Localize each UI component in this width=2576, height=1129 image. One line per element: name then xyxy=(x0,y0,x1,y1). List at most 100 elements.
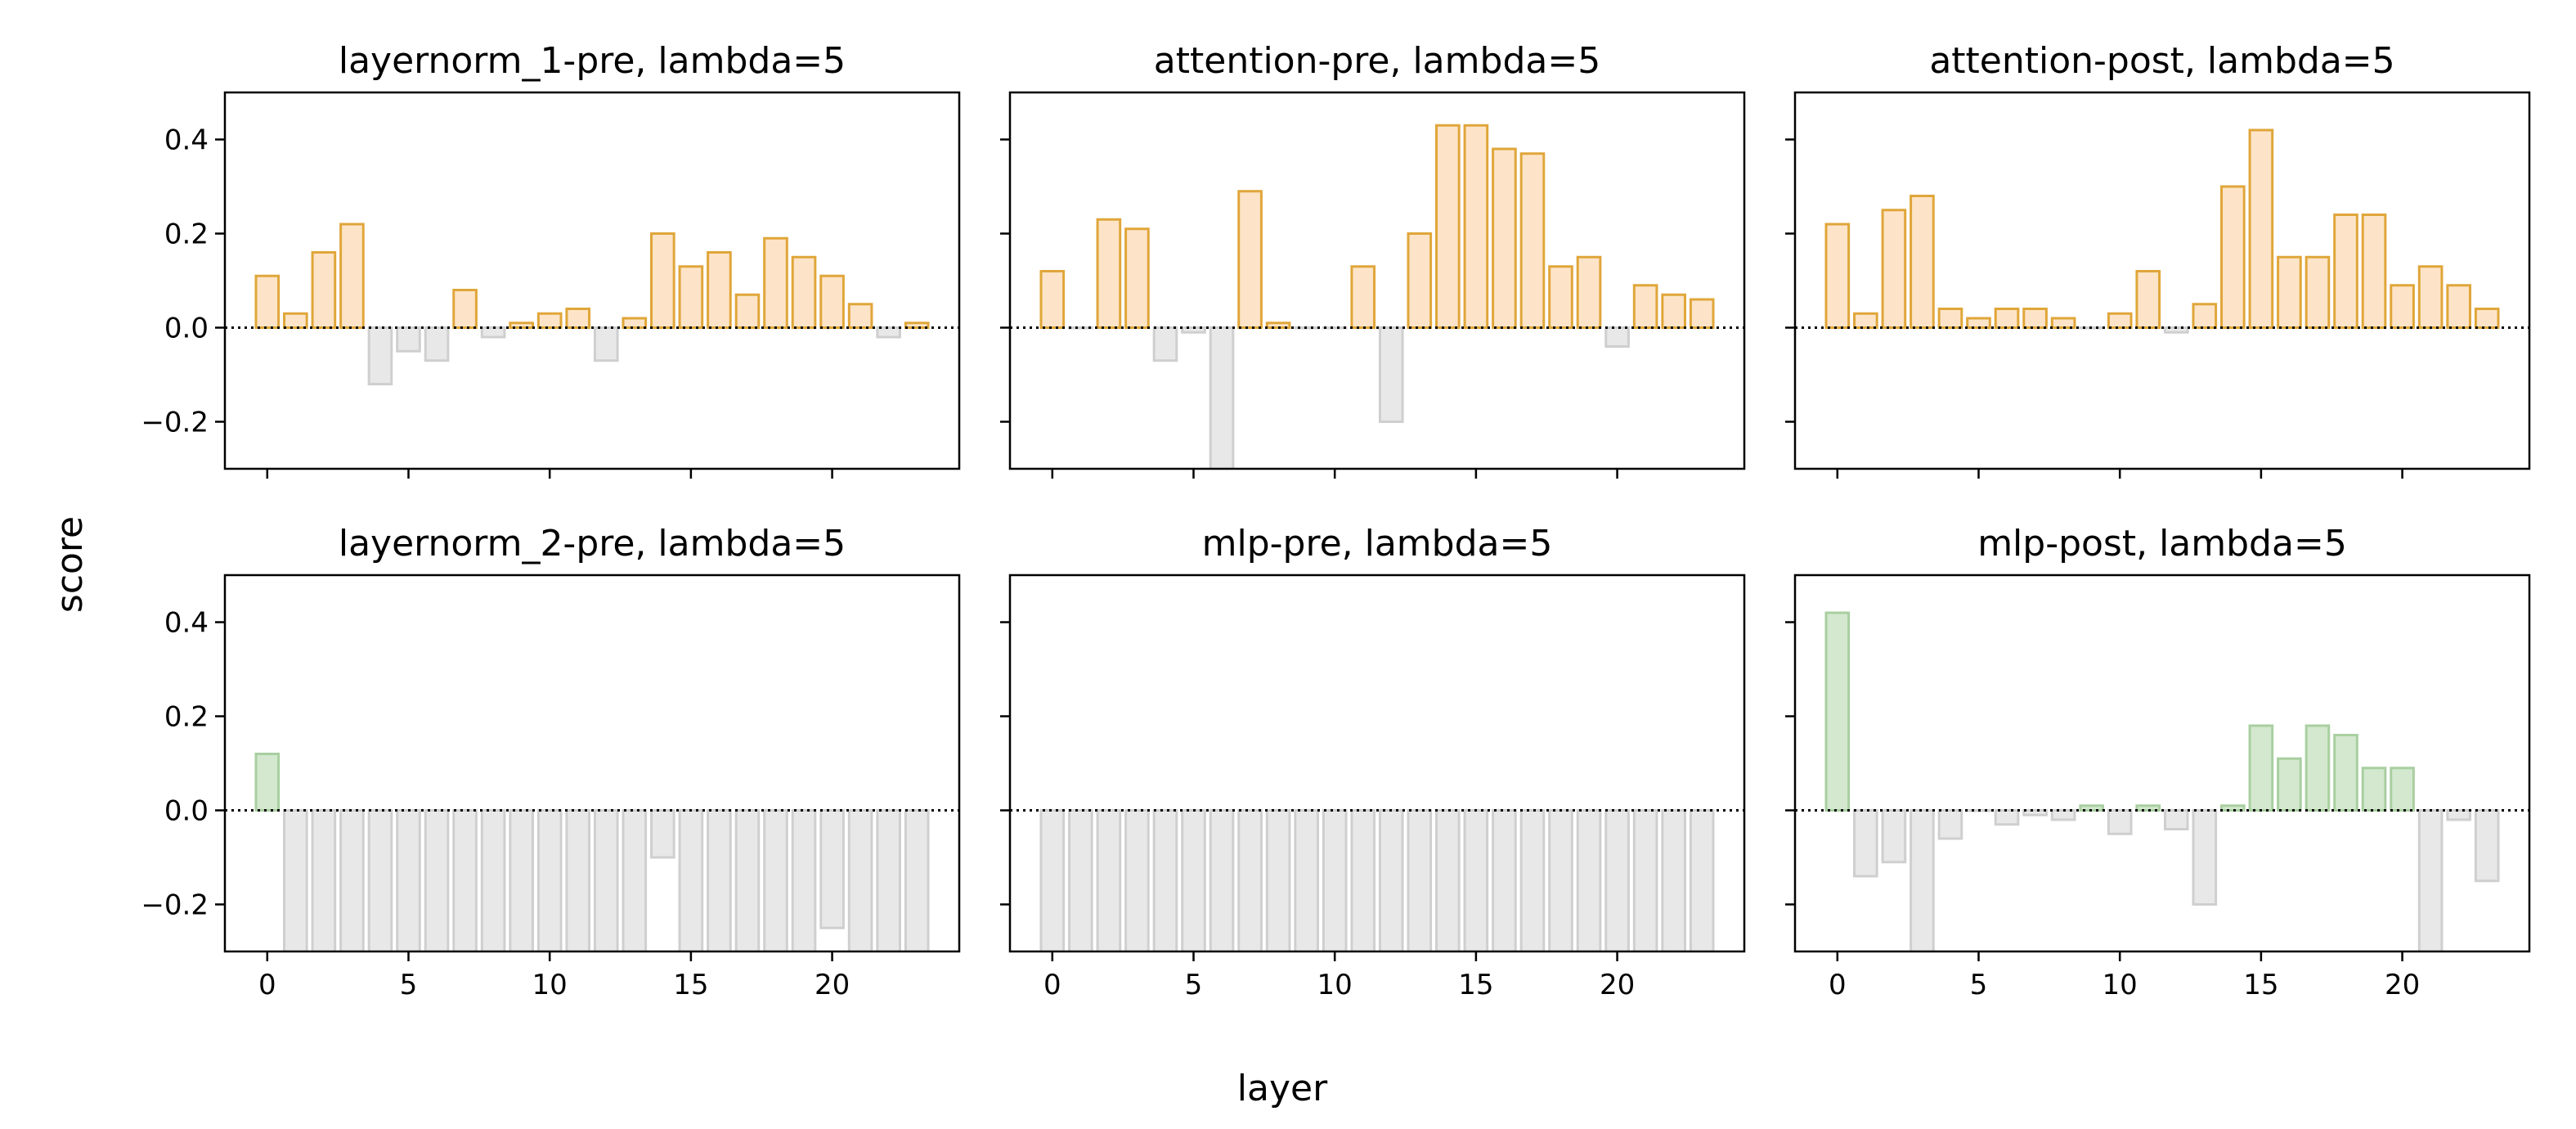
bar xyxy=(339,223,365,329)
bar xyxy=(396,326,421,353)
subplot-grid: −0.2 0.0 0.2 0.4 layernorm_1-pre, lambda=5 at… xyxy=(141,40,2531,1001)
x-tick-label: 0 xyxy=(1829,969,1847,1001)
bar xyxy=(622,317,648,329)
bar xyxy=(424,326,450,362)
bar xyxy=(283,809,308,951)
bar xyxy=(1350,809,1376,951)
y-tick-label: 0.0 xyxy=(164,795,209,828)
panel-3: −0.2 0.0 0.2 0.4 0 5 10 15 20 layernorm_2-pre, la… xyxy=(141,523,961,1001)
bar xyxy=(2135,270,2161,329)
bar xyxy=(763,236,788,329)
y-tick-label: 0.2 xyxy=(164,701,209,734)
bar xyxy=(2474,308,2500,329)
bar xyxy=(1378,809,1404,951)
bar xyxy=(2304,724,2331,812)
bar xyxy=(424,809,450,951)
bar xyxy=(2417,809,2444,951)
bar xyxy=(2304,255,2331,329)
bar xyxy=(2277,757,2302,812)
bar xyxy=(1824,223,1851,329)
bar-group-5 xyxy=(1824,611,2500,951)
bar xyxy=(1124,227,1150,329)
bar xyxy=(283,312,308,329)
bar xyxy=(1548,265,1573,329)
bar xyxy=(1435,809,1461,951)
bar xyxy=(254,753,280,812)
bar xyxy=(593,326,619,362)
bar xyxy=(2361,214,2387,329)
bar xyxy=(678,809,704,951)
bar-group-3 xyxy=(254,753,930,951)
bar xyxy=(311,809,337,951)
bar xyxy=(1661,293,1686,329)
bar-group-0 xyxy=(254,223,930,385)
y-tick-label: 0.0 xyxy=(164,313,209,345)
bar xyxy=(396,809,421,951)
bar xyxy=(367,809,393,951)
x-tick-label: 0 xyxy=(258,969,276,1001)
x-tick-label: 20 xyxy=(2385,969,2420,1001)
bar xyxy=(1209,809,1235,951)
bar xyxy=(1853,809,1878,878)
bar xyxy=(678,265,704,329)
bar xyxy=(2446,284,2471,329)
bar-group-4 xyxy=(1039,809,1715,951)
bar xyxy=(1853,312,1878,329)
panel-title: layernorm_1-pre, lambda=5 xyxy=(339,40,846,82)
bar xyxy=(1632,284,1658,329)
panel-0: −0.2 0.0 0.2 0.4 layernorm_1-pre, lambda=5 xyxy=(141,40,961,479)
bar xyxy=(1910,809,1935,951)
bar xyxy=(452,289,478,329)
bar xyxy=(2220,804,2246,812)
panel-2: attention-post, lambda=5 xyxy=(1785,40,2531,479)
bar xyxy=(2050,809,2076,821)
bar xyxy=(1322,809,1348,951)
bar xyxy=(2192,809,2218,906)
bar xyxy=(1322,326,1348,330)
bar xyxy=(819,809,845,929)
x-tick-label: 10 xyxy=(532,969,568,1001)
bar xyxy=(1548,809,1573,951)
bar xyxy=(509,809,534,951)
bar xyxy=(2192,303,2218,329)
bar xyxy=(1604,326,1630,348)
bar xyxy=(2333,734,2358,812)
bar xyxy=(2135,804,2161,812)
bar xyxy=(565,308,591,329)
panel-4: 0 5 10 15 20 mlp-pre, lambda=5 xyxy=(1000,523,1746,1001)
y-tick-label: −0.2 xyxy=(141,889,209,922)
bar xyxy=(1937,308,1963,329)
bar xyxy=(1994,809,2020,826)
bar xyxy=(2163,809,2189,830)
bar xyxy=(2417,265,2444,329)
bar xyxy=(254,274,280,329)
bar xyxy=(2390,284,2415,329)
bar xyxy=(1824,611,1851,812)
bar xyxy=(2107,809,2133,835)
panel-5: 0 5 10 15 20 mlp-post, lambda=5 xyxy=(1785,523,2531,1001)
bar xyxy=(876,809,901,951)
x-tick-label: 10 xyxy=(1317,969,1353,1001)
bar xyxy=(2050,317,2076,329)
panel-1: attention-pre, lambda=5 xyxy=(1000,40,1746,479)
y-tick-label: −0.2 xyxy=(141,407,209,439)
bar xyxy=(2107,312,2133,329)
bar xyxy=(2022,308,2048,329)
bar xyxy=(1661,809,1686,951)
bar xyxy=(1881,209,1907,329)
bar xyxy=(1152,809,1178,951)
bar xyxy=(904,322,930,329)
y-tick-label: 0.4 xyxy=(164,124,209,157)
bar xyxy=(593,809,619,951)
bar-group-1 xyxy=(1039,124,1715,469)
bar xyxy=(1152,326,1178,362)
axes-frame xyxy=(1008,573,1746,953)
bar xyxy=(1378,326,1404,423)
bar xyxy=(1407,232,1433,329)
bar xyxy=(311,251,337,329)
x-tick-label: 20 xyxy=(815,969,850,1001)
bar xyxy=(819,274,845,329)
bar xyxy=(707,251,732,329)
